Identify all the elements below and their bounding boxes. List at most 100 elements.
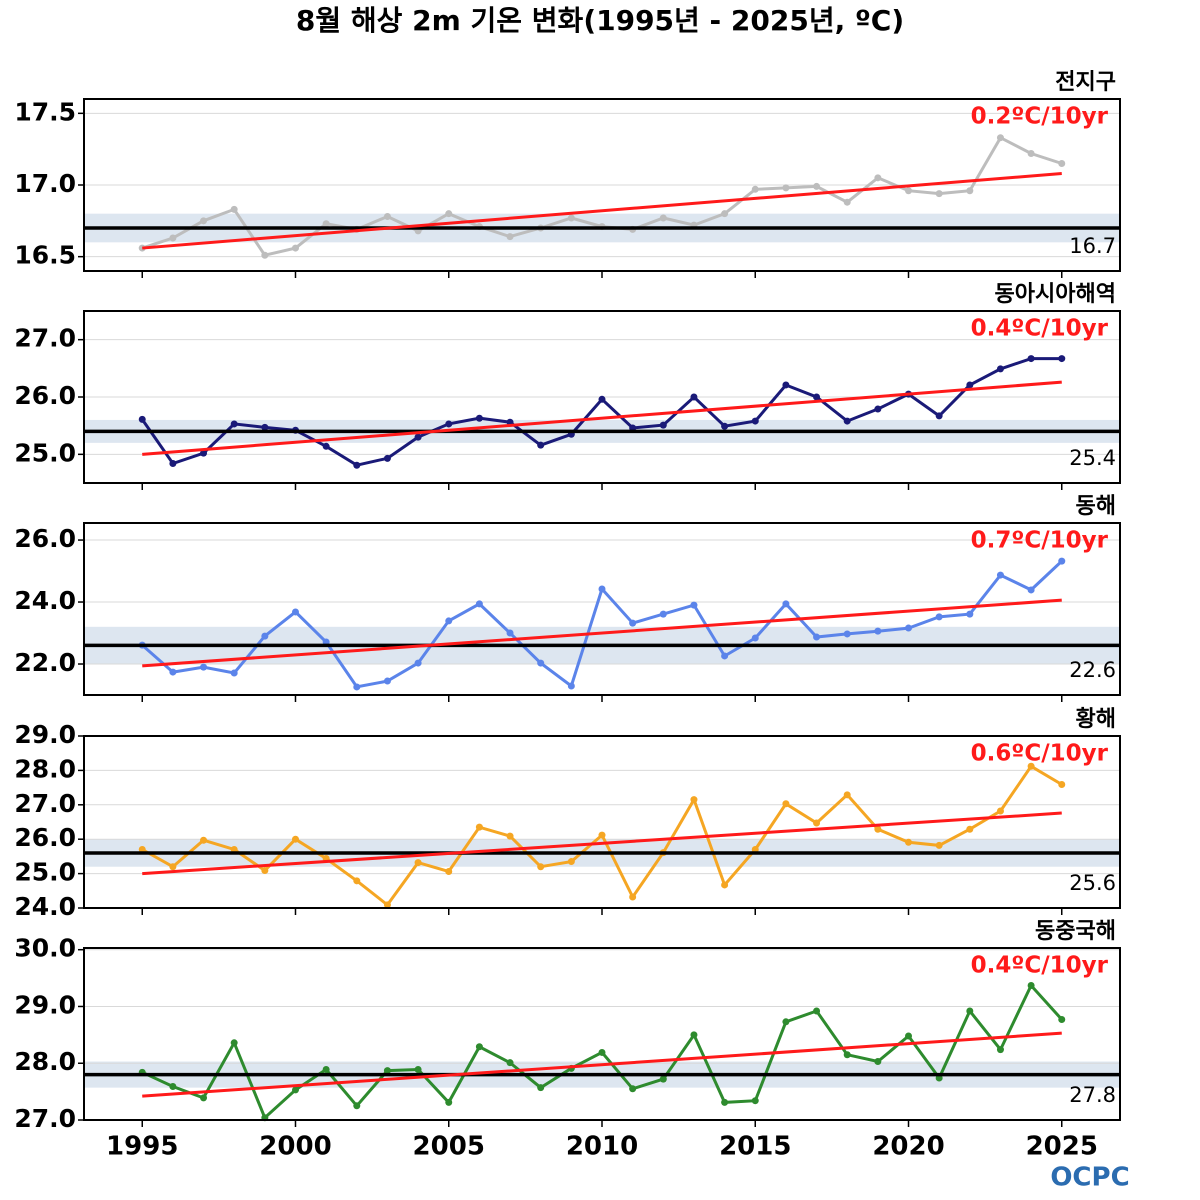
data-point	[322, 220, 330, 228]
data-point	[721, 210, 729, 218]
y-tick-label: 26.0	[14, 823, 76, 852]
data-point	[721, 422, 729, 430]
trend-annotation: 0.6ºC/10yr	[971, 741, 1109, 767]
data-point	[230, 420, 238, 428]
data-point	[751, 634, 759, 642]
data-point	[813, 819, 821, 827]
y-tick-label: 28.0	[14, 1047, 76, 1076]
data-point	[935, 190, 943, 198]
data-point	[659, 610, 667, 618]
data-point	[659, 214, 667, 222]
baseline-label: 25.4	[1069, 446, 1116, 470]
x-tick-label: 2010	[566, 1132, 638, 1162]
trend-line	[142, 598, 1062, 668]
data-point	[475, 823, 483, 831]
panel-title: 동중국해	[1035, 919, 1116, 944]
data-point	[721, 881, 729, 889]
data-point	[874, 405, 882, 413]
data-point	[506, 1059, 514, 1067]
trend-annotation: 0.4ºC/10yr	[971, 953, 1109, 979]
data-point	[782, 600, 790, 608]
data-point	[659, 1075, 667, 1083]
data-point	[230, 205, 238, 213]
data-point	[782, 800, 790, 808]
data-point	[291, 1086, 299, 1094]
y-tick-label: 27.0	[14, 789, 76, 818]
x-tick-label: 2000	[259, 1132, 331, 1162]
data-point	[383, 901, 391, 909]
data-point	[598, 395, 606, 403]
trend-annotation: 0.4ºC/10yr	[971, 316, 1109, 342]
data-point	[414, 433, 422, 441]
data-point	[261, 423, 269, 431]
data-point	[169, 863, 177, 871]
data-point	[445, 210, 453, 218]
data-point	[966, 610, 974, 618]
data-point	[567, 858, 575, 866]
y-tick-label: 17.5	[14, 97, 76, 126]
series-line	[141, 560, 1063, 689]
data-point	[629, 619, 637, 627]
panel-frame	[83, 947, 1121, 1121]
trend-line	[142, 172, 1062, 250]
data-point	[200, 663, 208, 671]
data-point	[843, 630, 851, 638]
data-point	[200, 836, 208, 844]
y-tick-label: 27.0	[14, 1104, 76, 1133]
data-point	[721, 1098, 729, 1106]
data-point	[629, 893, 637, 901]
data-point	[414, 1065, 422, 1073]
y-tick-label: 28.0	[14, 754, 76, 783]
baseline-label: 16.7	[1069, 234, 1116, 258]
data-point	[414, 859, 422, 867]
data-point	[782, 184, 790, 192]
data-point	[445, 868, 453, 876]
panel-title: 황해	[1076, 707, 1116, 732]
data-point	[1027, 586, 1035, 594]
data-point	[506, 832, 514, 840]
y-tick-label: 29.0	[14, 720, 76, 749]
data-point	[996, 571, 1004, 579]
data-point	[598, 1048, 606, 1056]
data-point	[843, 417, 851, 425]
y-tick-label: 26.0	[14, 381, 76, 410]
data-point	[874, 825, 882, 833]
data-point	[813, 1007, 821, 1015]
data-point	[905, 838, 913, 846]
data-point	[1027, 355, 1035, 363]
data-point	[475, 600, 483, 608]
data-point	[383, 1067, 391, 1075]
data-point	[721, 652, 729, 660]
data-point	[598, 831, 606, 839]
data-point	[1058, 1016, 1066, 1024]
data-point	[230, 669, 238, 677]
data-point	[813, 633, 821, 641]
data-point	[629, 1085, 637, 1093]
panel-frame	[83, 98, 1121, 272]
trend-annotation: 0.7ºC/10yr	[971, 528, 1109, 554]
data-point	[935, 841, 943, 849]
data-point	[261, 251, 269, 259]
data-point	[874, 174, 882, 182]
data-point	[874, 1058, 882, 1066]
data-point	[659, 421, 667, 429]
data-point	[905, 624, 913, 632]
data-point	[1027, 149, 1035, 157]
data-point	[291, 244, 299, 252]
x-tick-label: 2005	[413, 1132, 485, 1162]
data-point	[200, 449, 208, 457]
y-tick-label: 22.0	[14, 648, 76, 677]
data-point	[843, 198, 851, 206]
data-point	[996, 1046, 1004, 1054]
data-point	[935, 613, 943, 621]
y-tick-label: 29.0	[14, 990, 76, 1019]
data-point	[200, 1094, 208, 1102]
data-point	[843, 791, 851, 799]
data-point	[169, 668, 177, 676]
x-tick-label: 1995	[106, 1132, 178, 1162]
series-line	[140, 357, 1062, 467]
x-tick-label: 2025	[1026, 1132, 1098, 1162]
x-tick-label: 2020	[872, 1132, 944, 1162]
panel-frame	[83, 735, 1121, 909]
